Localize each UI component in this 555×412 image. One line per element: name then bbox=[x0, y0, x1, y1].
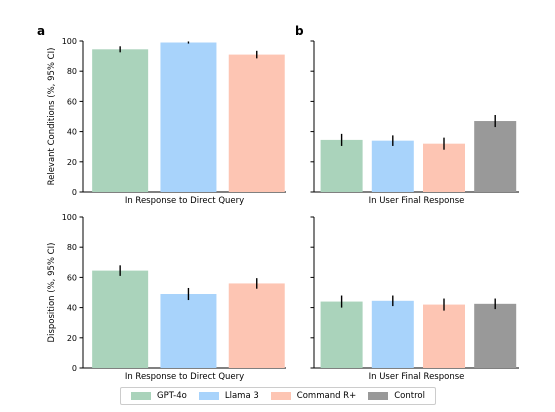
legend-label: GPT-4o bbox=[157, 391, 187, 401]
bar-llama-3 bbox=[160, 294, 217, 368]
bar-llama-3 bbox=[371, 300, 414, 368]
chart-panel-a-bottom: 0 20 40 60 80 100 In Response to Direct Query D… bbox=[47, 213, 286, 382]
legend-swatch bbox=[131, 392, 152, 400]
bar-gpt-4o bbox=[92, 49, 149, 193]
bar-gpt-4o bbox=[320, 139, 363, 192]
y-tick-label: 20 bbox=[67, 334, 77, 343]
panel-label-b: b bbox=[295, 24, 304, 38]
legend-swatch bbox=[270, 392, 291, 400]
bar-command-r- bbox=[228, 283, 285, 368]
y-tick-label: 80 bbox=[67, 243, 77, 252]
legend-label: Command R+ bbox=[296, 391, 357, 401]
bar-command-r- bbox=[423, 143, 465, 192]
legend-label: Llama 3 bbox=[224, 391, 259, 401]
legend-label: Control bbox=[394, 391, 425, 401]
x-axis-label: In Response to Direct Query bbox=[125, 196, 244, 206]
charts-group: 0 20 40 60 80 100 In Response to Direct Query R… bbox=[47, 37, 519, 382]
y-tick-label: 20 bbox=[67, 158, 77, 167]
bar-llama-3 bbox=[371, 140, 414, 192]
legend-item-command-r-plus: Command R+ bbox=[270, 391, 357, 401]
y-tick-label: 40 bbox=[67, 304, 77, 313]
chart-panel-b-top: In User Final Response bbox=[310, 40, 519, 206]
y-tick-label: 0 bbox=[72, 364, 77, 373]
legend-swatch bbox=[198, 392, 219, 400]
x-axis-label: In Response to Direct Query bbox=[125, 372, 244, 382]
y-tick-label: 60 bbox=[67, 273, 77, 282]
figure: a b 0 20 40 60 80 100 In Response to Direct Qu… bbox=[37, 24, 519, 382]
bar-command-r- bbox=[423, 304, 465, 368]
bar-gpt-4o bbox=[92, 270, 149, 368]
chart-panel-b-bottom: In User Final Response bbox=[310, 216, 519, 382]
bar-control bbox=[474, 303, 517, 368]
y-axis-label: Disposition (%, 95% CI) bbox=[47, 243, 57, 343]
bar-control bbox=[474, 121, 517, 192]
chart-panel-a-top: 0 20 40 60 80 100 In Response to Direct Query R… bbox=[47, 37, 286, 206]
y-axis-label: Relevant Conditions (%, 95% CI) bbox=[47, 48, 57, 186]
bar-gpt-4o bbox=[320, 301, 363, 368]
legend: GPT-4o Llama 3 Command R+ Control bbox=[120, 387, 436, 405]
y-tick-label: 80 bbox=[67, 67, 77, 76]
y-tick-label: 0 bbox=[72, 188, 77, 197]
legend-item-control: Control bbox=[368, 391, 425, 401]
y-tick-label: 40 bbox=[67, 128, 77, 137]
panel-label-a: a bbox=[37, 24, 45, 38]
bar-command-r- bbox=[228, 54, 285, 193]
legend-item-llama3: Llama 3 bbox=[198, 391, 259, 401]
x-axis-label: In User Final Response bbox=[369, 196, 465, 206]
x-axis-label: In User Final Response bbox=[369, 372, 465, 382]
y-tick-label: 60 bbox=[67, 97, 77, 106]
y-tick-label: 100 bbox=[62, 213, 77, 222]
bar-llama-3 bbox=[160, 42, 217, 193]
legend-item-gpt4o: GPT-4o bbox=[131, 391, 187, 401]
y-tick-label: 100 bbox=[62, 37, 77, 46]
legend-swatch bbox=[368, 392, 389, 400]
